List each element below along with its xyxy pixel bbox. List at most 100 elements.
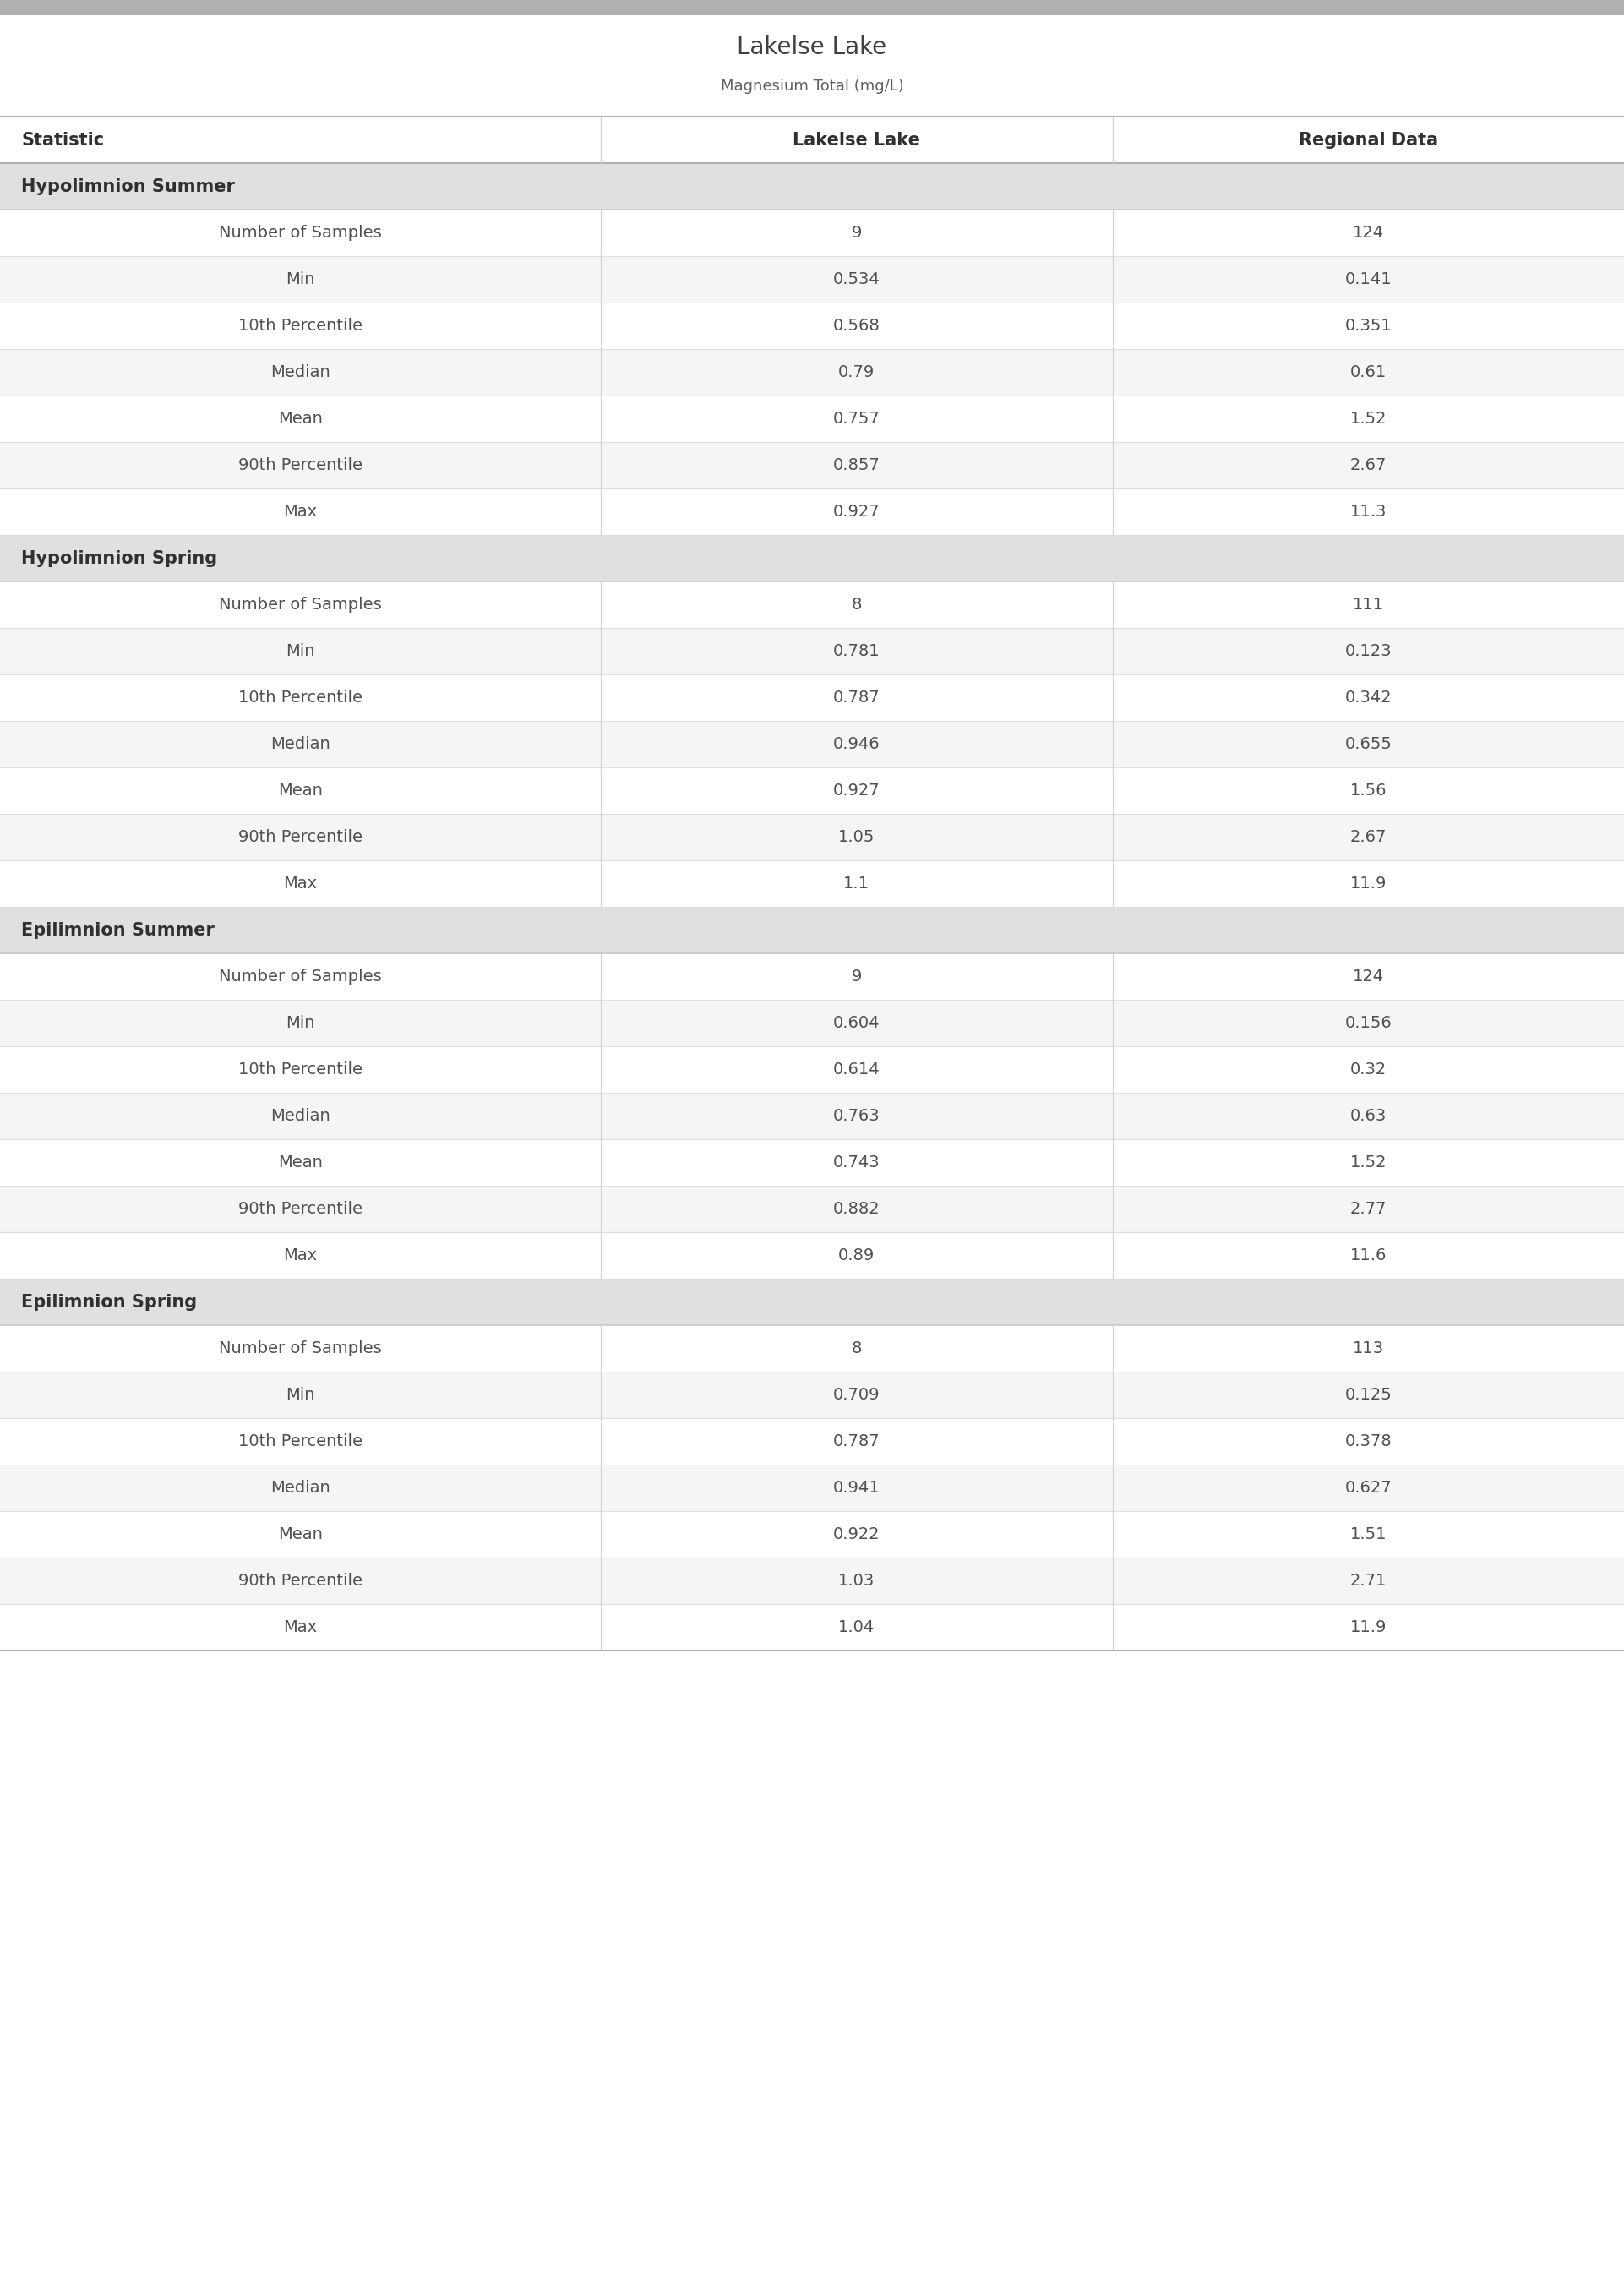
Text: 11.6: 11.6 (1350, 1249, 1387, 1264)
Text: 124: 124 (1353, 225, 1384, 241)
Text: 11.9: 11.9 (1350, 1619, 1387, 1634)
Bar (0, 1140, 1624, 1185)
Text: Mean: Mean (278, 1525, 323, 1541)
Bar (0, 1605, 1624, 1650)
Text: 9: 9 (851, 969, 862, 985)
Text: 11.3: 11.3 (1350, 504, 1387, 520)
Text: Number of Samples: Number of Samples (219, 225, 382, 241)
Text: 0.568: 0.568 (833, 318, 880, 334)
Bar (0, 443, 1624, 488)
Bar (0, 209, 1624, 257)
Bar (0, 395, 1624, 443)
Text: 2.77: 2.77 (1350, 1201, 1387, 1217)
Bar (0, 488, 1624, 536)
Text: 2.67: 2.67 (1350, 456, 1387, 472)
Text: 0.534: 0.534 (833, 272, 880, 288)
Text: 10th Percentile: 10th Percentile (239, 318, 362, 334)
Text: 1.52: 1.52 (1350, 411, 1387, 427)
Text: Number of Samples: Number of Samples (219, 969, 382, 985)
Text: 0.378: 0.378 (1345, 1432, 1392, 1448)
Bar (0, 350, 1624, 395)
Text: Min: Min (286, 1387, 315, 1403)
Text: Mean: Mean (278, 411, 323, 427)
Text: 0.61: 0.61 (1350, 363, 1387, 381)
Bar (0, 581, 1624, 629)
Text: 0.927: 0.927 (833, 504, 880, 520)
Text: 0.141: 0.141 (1345, 272, 1392, 288)
Bar (0, 16, 1624, 116)
Bar (0, 163, 1624, 209)
Bar (0, 257, 1624, 302)
Bar (0, 722, 1624, 767)
Bar (0, 674, 1624, 722)
Text: 0.927: 0.927 (833, 783, 880, 799)
Text: 1.04: 1.04 (838, 1619, 875, 1634)
Text: Median: Median (271, 1108, 330, 1124)
Text: 0.351: 0.351 (1345, 318, 1392, 334)
Text: 1.51: 1.51 (1350, 1525, 1387, 1541)
Text: Median: Median (271, 735, 330, 751)
Text: Regional Data: Regional Data (1299, 132, 1437, 148)
Text: 1.03: 1.03 (838, 1573, 875, 1589)
Bar (0, 1371, 1624, 1419)
Text: 10th Percentile: 10th Percentile (239, 690, 362, 706)
Bar (0, 767, 1624, 815)
Text: 0.946: 0.946 (833, 735, 880, 751)
Bar (0, 1464, 1624, 1512)
Text: 0.882: 0.882 (833, 1201, 880, 1217)
Bar (0, 815, 1624, 860)
Text: 124: 124 (1353, 969, 1384, 985)
Text: 0.123: 0.123 (1345, 642, 1392, 658)
Text: Median: Median (271, 1480, 330, 1496)
Text: 1.52: 1.52 (1350, 1155, 1387, 1171)
Bar (0, 999, 1624, 1046)
Text: 0.655: 0.655 (1345, 735, 1392, 751)
Text: 0.781: 0.781 (833, 642, 880, 658)
Text: 0.941: 0.941 (833, 1480, 880, 1496)
Bar (0, 1557, 1624, 1605)
Text: 8: 8 (851, 1339, 862, 1357)
Text: 10th Percentile: 10th Percentile (239, 1432, 362, 1448)
Text: Median: Median (271, 363, 330, 381)
Text: Max: Max (284, 1249, 317, 1264)
Bar (0, 536, 1624, 581)
Bar (0, 629, 1624, 674)
Bar (0, 1326, 1624, 1371)
Text: Magnesium Total (mg/L): Magnesium Total (mg/L) (721, 79, 903, 93)
Text: 0.125: 0.125 (1345, 1387, 1392, 1403)
Text: 111: 111 (1353, 597, 1384, 613)
Bar (0, 1185, 1624, 1233)
Bar (0, 1046, 1624, 1092)
Text: 0.763: 0.763 (833, 1108, 880, 1124)
Text: 90th Percentile: 90th Percentile (239, 1573, 362, 1589)
Text: Max: Max (284, 876, 317, 892)
Text: 0.757: 0.757 (833, 411, 880, 427)
Text: Epilimnion Spring: Epilimnion Spring (21, 1294, 197, 1310)
Text: Number of Samples: Number of Samples (219, 1339, 382, 1357)
Bar (0, 1233, 1624, 1278)
Text: Lakelse Lake: Lakelse Lake (737, 36, 887, 59)
Text: 0.743: 0.743 (833, 1155, 880, 1171)
Text: 1.1: 1.1 (843, 876, 870, 892)
Text: 0.857: 0.857 (833, 456, 880, 472)
Text: 11.9: 11.9 (1350, 876, 1387, 892)
Text: Mean: Mean (278, 1155, 323, 1171)
Bar (0, 860, 1624, 906)
Bar (0, 953, 1624, 999)
Bar (0, 1278, 1624, 1326)
Bar (0, 906, 1624, 953)
Text: Lakelse Lake: Lakelse Lake (793, 132, 921, 148)
Text: Statistic: Statistic (21, 132, 104, 148)
Text: 90th Percentile: 90th Percentile (239, 1201, 362, 1217)
Bar (0, 0, 1624, 16)
Text: Epilimnion Summer: Epilimnion Summer (21, 922, 214, 938)
Text: 0.614: 0.614 (833, 1062, 880, 1078)
Text: 1.05: 1.05 (838, 829, 875, 844)
Text: 0.709: 0.709 (833, 1387, 880, 1403)
Text: 0.922: 0.922 (833, 1525, 880, 1541)
Text: 0.89: 0.89 (838, 1249, 875, 1264)
Text: Max: Max (284, 504, 317, 520)
Text: Min: Min (286, 1015, 315, 1031)
Text: 0.79: 0.79 (838, 363, 875, 381)
Bar (0, 1092, 1624, 1140)
